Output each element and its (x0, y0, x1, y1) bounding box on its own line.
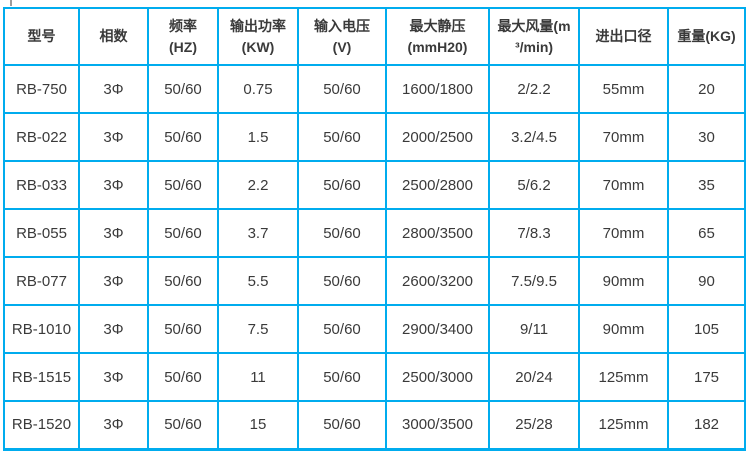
table-cell: 50/60 (297, 256, 387, 306)
table-cell: 2900/3400 (385, 304, 490, 354)
model-cell: RB-077 (3, 256, 80, 306)
header-row: 型号 相数 频率 (HZ) 输出功率 (KW) 输入电压 (V) 最大静压 (mmH20)… (3, 7, 746, 66)
model-cell: RB-022 (3, 112, 80, 162)
table-cell: 50/60 (297, 304, 387, 354)
table-row: RB-1515 3Φ 50/60 11 50/60 2500/3000 20/24 125mm… (3, 352, 746, 402)
table-cell: 175 (667, 352, 746, 402)
table-cell: 50/60 (147, 256, 219, 306)
column-header: 最大风量(m ³/min) (488, 7, 580, 66)
column-header: 进出口径 (578, 7, 669, 66)
text-cursor-artifact (10, 0, 12, 6)
table-cell: 70mm (578, 208, 669, 258)
table-cell: 50/60 (147, 208, 219, 258)
table-cell: 55mm (578, 64, 669, 114)
table-cell: 90mm (578, 256, 669, 306)
table-row: RB-750 3Φ 50/60 0.75 50/60 1600/1800 2/2.2 55mm… (3, 64, 746, 114)
table-cell: 182 (667, 400, 746, 451)
table-cell: 3Φ (78, 400, 149, 451)
spec-table: 型号 相数 频率 (HZ) 输出功率 (KW) 输入电压 (V) 最大静压 (mmH20)… (3, 7, 746, 451)
model-cell: RB-1515 (3, 352, 80, 402)
table-cell: 50/60 (297, 112, 387, 162)
model-cell: RB-1010 (3, 304, 80, 354)
table-cell: 105 (667, 304, 746, 354)
table-cell: 25/28 (488, 400, 580, 451)
table-row: RB-1010 3Φ 50/60 7.5 50/60 2900/3400 9/11 90mm 1… (3, 304, 746, 354)
column-header: 重量(KG) (667, 7, 746, 66)
table-cell: 3Φ (78, 304, 149, 354)
table-head: 型号 相数 频率 (HZ) 输出功率 (KW) 输入电压 (V) 最大静压 (mmH20)… (3, 7, 746, 66)
table-cell: 2800/3500 (385, 208, 490, 258)
table-cell: 3000/3500 (385, 400, 490, 451)
table-cell: 3Φ (78, 208, 149, 258)
model-cell: RB-055 (3, 208, 80, 258)
table-cell: 90 (667, 256, 746, 306)
table-cell: 3Φ (78, 352, 149, 402)
table-cell: 7.5/9.5 (488, 256, 580, 306)
column-header: 相数 (78, 7, 149, 66)
table-cell: 90mm (578, 304, 669, 354)
column-header: 型号 (3, 7, 80, 66)
table-cell: 50/60 (297, 208, 387, 258)
table-body: RB-750 3Φ 50/60 0.75 50/60 1600/1800 2/2.2 55mm… (3, 64, 746, 451)
table-cell: 65 (667, 208, 746, 258)
table-cell: 15 (217, 400, 299, 451)
table-cell: 3Φ (78, 112, 149, 162)
table-cell: 30 (667, 112, 746, 162)
table-cell: 3.2/4.5 (488, 112, 580, 162)
table-row: RB-1520 3Φ 50/60 15 50/60 3000/3500 25/28 125mm… (3, 400, 746, 451)
table-cell: 2/2.2 (488, 64, 580, 114)
table-cell: 3Φ (78, 64, 149, 114)
column-header: 最大静压 (mmH20) (385, 7, 490, 66)
table-cell: 7.5 (217, 304, 299, 354)
table-cell: 125mm (578, 352, 669, 402)
table-cell: 50/60 (297, 352, 387, 402)
column-header: 输出功率 (KW) (217, 7, 299, 66)
table-cell: 50/60 (297, 160, 387, 210)
table-cell: 50/60 (147, 112, 219, 162)
model-cell: RB-1520 (3, 400, 80, 451)
table-cell: 5/6.2 (488, 160, 580, 210)
table-row: RB-033 3Φ 50/60 2.2 50/60 2500/2800 5/6.2 70mm 3… (3, 160, 746, 210)
table-cell: 125mm (578, 400, 669, 451)
table-cell: 20/24 (488, 352, 580, 402)
table-cell: 7/8.3 (488, 208, 580, 258)
table-cell: 2500/3000 (385, 352, 490, 402)
table-cell: 5.5 (217, 256, 299, 306)
column-header: 输入电压 (V) (297, 7, 387, 66)
table-cell: 2500/2800 (385, 160, 490, 210)
table-cell: 50/60 (147, 352, 219, 402)
table-cell: 70mm (578, 112, 669, 162)
table-cell: 3Φ (78, 160, 149, 210)
table-cell: 0.75 (217, 64, 299, 114)
table-row: RB-077 3Φ 50/60 5.5 50/60 2600/3200 7.5/9.5 90m… (3, 256, 746, 306)
table-cell: 35 (667, 160, 746, 210)
table-cell: 3Φ (78, 256, 149, 306)
table-cell: 2000/2500 (385, 112, 490, 162)
table-cell: 50/60 (147, 400, 219, 451)
model-cell: RB-750 (3, 64, 80, 114)
table-cell: 9/11 (488, 304, 580, 354)
table-cell: 20 (667, 64, 746, 114)
table-cell: 1.5 (217, 112, 299, 162)
table-cell: 50/60 (147, 160, 219, 210)
table-cell: 2.2 (217, 160, 299, 210)
table-cell: 11 (217, 352, 299, 402)
table-cell: 50/60 (147, 304, 219, 354)
table-cell: 3.7 (217, 208, 299, 258)
table-row: RB-055 3Φ 50/60 3.7 50/60 2800/3500 7/8.3 70mm 6… (3, 208, 746, 258)
table-cell: 50/60 (297, 64, 387, 114)
table-row: RB-022 3Φ 50/60 1.5 50/60 2000/2500 3.2/4.5 70m… (3, 112, 746, 162)
table-cell: 50/60 (147, 64, 219, 114)
table-cell: 70mm (578, 160, 669, 210)
table-cell: 1600/1800 (385, 64, 490, 114)
table-cell: 2600/3200 (385, 256, 490, 306)
column-header: 频率 (HZ) (147, 7, 219, 66)
table-cell: 50/60 (297, 400, 387, 451)
model-cell: RB-033 (3, 160, 80, 210)
